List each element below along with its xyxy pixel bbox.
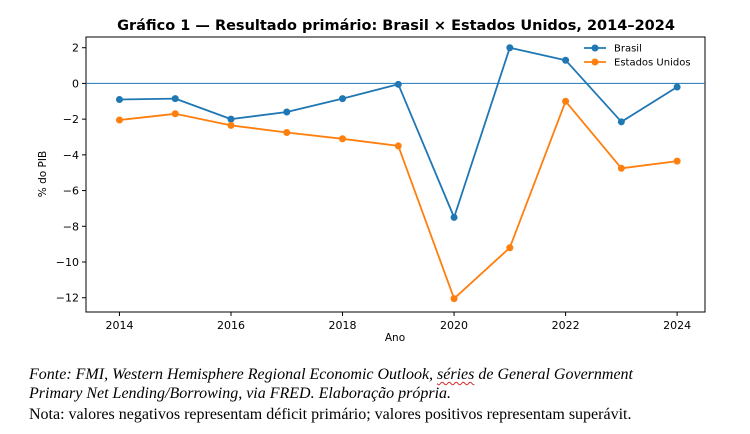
series-1-point [339,95,347,103]
y-tick-label: 2 [72,42,79,55]
source-text-a: Fonte: FMI, Western Hemisphere Regional … [29,366,438,383]
y-tick-label: −8 [63,220,79,233]
series-1-point [673,83,681,91]
source-note: Fonte: FMI, Western Hemisphere Regional … [29,365,729,403]
y-tick-label: −10 [56,256,79,269]
series-1-point [394,80,402,88]
series-2-point [171,110,179,118]
x-tick-label: 2016 [217,319,245,332]
legend-marker [591,44,599,52]
series-2-point [227,121,235,129]
series-2-point [115,116,123,124]
chart-title: Gráfico 1 — Resultado primário: Brasil ×… [117,18,675,34]
y-tick-label: 0 [72,77,79,90]
series-2-point [339,135,347,143]
plot-area [85,36,706,313]
legend: Brasil Estados Unidos [584,44,691,69]
source-text-c: de General Government [474,366,633,383]
y-tick-label: −6 [63,185,79,198]
series-2-point [617,164,625,172]
series-2-point [562,97,570,105]
series-1-point [283,108,291,116]
x-tick-label: 2014 [105,319,133,332]
series-2-point [283,129,291,137]
y-tick-label: −12 [56,292,79,305]
source-text-squiggle: séries [437,366,475,383]
x-axis-label: Ano [385,332,405,344]
series-2-point [394,142,402,150]
y-axis: 2 0 −2 −4 −6 −8 −10 −12 [56,42,86,305]
series-2-point [673,157,681,165]
y-tick-label: −4 [63,149,79,162]
series-1-point [171,95,179,103]
x-axis: 2014 2016 2018 2020 2022 2024 [105,312,691,332]
series-1-point [617,118,625,126]
chart: Gráfico 1 — Resultado primário: Brasil ×… [37,18,706,344]
y-axis-label: % do PIB [37,151,49,197]
y-tick-label: −2 [63,113,79,126]
legend-label: Estados Unidos [614,58,691,69]
x-tick-label: 2018 [329,319,357,332]
legend-marker [591,58,599,66]
series-1-point [450,213,458,221]
series-1-point [115,96,123,103]
x-tick-label: 2022 [552,319,580,332]
series-1-point [227,115,235,123]
source-text-line2: Primary Net Lending/Borrowing, via FRED.… [29,385,452,402]
footnote: Nota: valores negativos representam défi… [29,406,632,423]
x-tick-label: 2024 [663,319,691,332]
series-2-point [450,295,458,303]
series-1-line [119,46,678,219]
series-1-point [506,44,514,52]
x-tick-label: 2020 [440,319,468,332]
series-layer [115,44,681,303]
series-1-point [562,56,570,64]
legend-label: Brasil [614,44,642,55]
series-2-point [506,244,514,252]
series-2-line [119,100,678,300]
